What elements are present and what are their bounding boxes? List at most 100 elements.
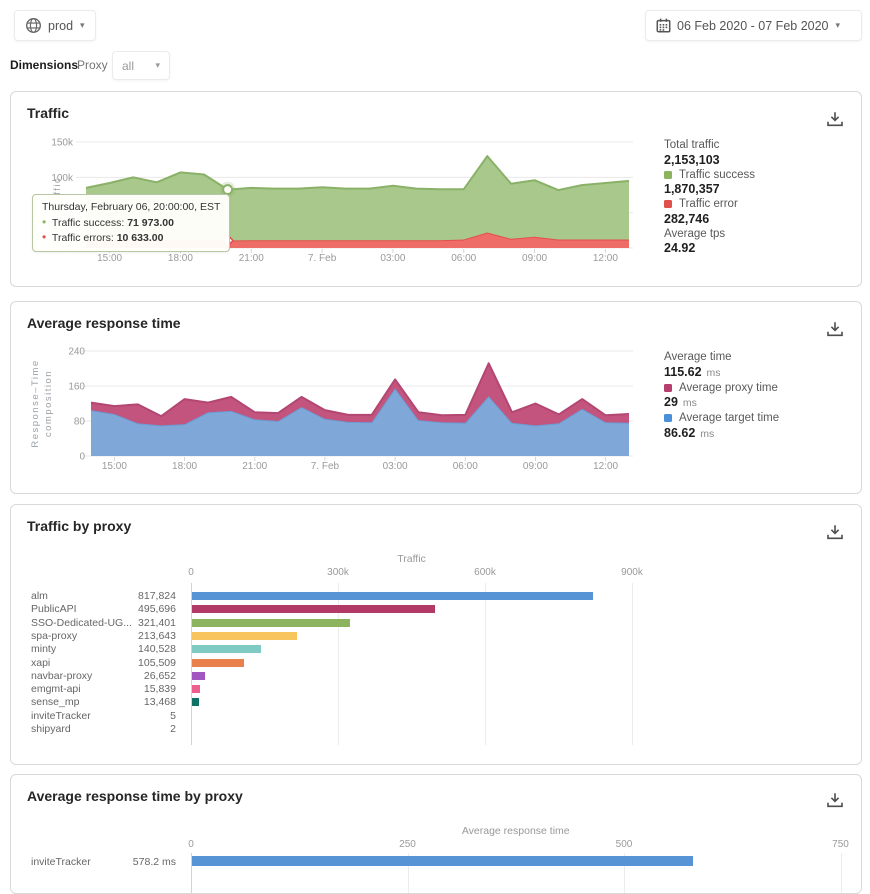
x-tick-label: 300k <box>327 567 349 578</box>
x-tick-label: 7. Feb <box>311 461 340 472</box>
row-value-minty: 140,528 <box>138 643 176 656</box>
tooltip-row: • Traffic errors: 10 633.00 <box>42 230 164 244</box>
x-tick-label: 06:00 <box>453 461 478 472</box>
x-tick-label: 18:00 <box>172 461 197 472</box>
row-value-spa-proxy: 213,643 <box>138 629 176 642</box>
proxy-filter-dropdown[interactable]: all ▾ <box>112 51 170 80</box>
response-by-proxy-card: Average response time by proxy Average r… <box>10 774 862 894</box>
bar-sso-dedicated-ug[interactable] <box>192 618 350 627</box>
row-label-emgmt-api: emgmt-api <box>31 683 81 696</box>
response-time-chart[interactable]: 240 160 80 0 15:00 18:00 21:00 7. Feb 03:00 06:00… <box>11 302 863 495</box>
download-button[interactable] <box>825 111 845 128</box>
env-selector[interactable]: prod ▾ <box>14 10 96 41</box>
date-range-picker[interactable]: 06 Feb 2020 - 07 Feb 2020 ▾ <box>645 10 862 41</box>
calendar-icon <box>656 18 671 33</box>
y-tick-label: 0 <box>79 452 85 463</box>
tooltip-row: • Traffic success: 71 973.00 <box>42 214 174 229</box>
x-tick-label: 09:00 <box>523 461 548 472</box>
row-value-emgmt-api: 15,839 <box>143 683 176 696</box>
row-label-invitetracker: inviteTracker <box>31 856 91 868</box>
hover-marker-circle <box>222 184 234 196</box>
x-axis-title: Average response time <box>461 825 570 837</box>
y-axis-title: composition <box>43 370 54 437</box>
y-tick-label: 100k <box>51 173 74 184</box>
x-tick-label: 250 <box>399 839 416 850</box>
card-title: Traffic by proxy <box>27 518 132 534</box>
x-tick-label: 12:00 <box>593 461 618 472</box>
row-value-invitetracker: 5 <box>170 709 176 722</box>
caret-down-icon: ▾ <box>80 20 85 30</box>
x-tick-label: 09:00 <box>522 253 547 264</box>
x-tick-label: 900k <box>621 567 643 578</box>
stat-label-traffic-error: Traffic error <box>664 197 856 212</box>
x-tick-label: 0 <box>188 567 194 578</box>
x-tick-label: 06:00 <box>451 253 476 264</box>
row-label-alm: alm <box>31 590 48 602</box>
traffic-by-proxy-card: Traffic by proxy Traffic 0 300k 600k 900k alm… <box>10 504 862 765</box>
stat-value-average-target-time: 86.62 ms <box>664 425 715 440</box>
row-label-sense-mp: sense_mp <box>31 696 80 709</box>
x-tick-label: 21:00 <box>239 253 264 264</box>
x-tick-label: 600k <box>474 567 496 578</box>
stat-value-total-traffic: 2,153,103 <box>664 152 720 167</box>
card-title: Average response time by proxy <box>27 788 243 804</box>
average-target-time-line <box>90 387 630 427</box>
download-icon <box>827 112 843 127</box>
stat-label-total-traffic: Total traffic <box>664 139 720 151</box>
env-label: prod <box>48 18 74 33</box>
proxy-filter-value: all <box>122 58 135 73</box>
bar-emgmt-api[interactable] <box>192 685 200 694</box>
download-button[interactable] <box>825 321 845 338</box>
y-tick-label: 160 <box>68 382 85 393</box>
row-value-alm: 817,824 <box>138 590 176 602</box>
bar-sense-mp[interactable] <box>192 698 199 707</box>
x-tick-label: 7. Feb <box>308 253 337 264</box>
stat-label-average-tps: Average tps <box>664 227 726 240</box>
bar-alm[interactable] <box>192 592 593 600</box>
x-tick-label: 0 <box>188 839 194 850</box>
stat-label-average-proxy-time: Average proxy time <box>664 381 856 396</box>
card-title: Average response time <box>27 315 181 331</box>
gridline <box>485 583 486 745</box>
download-button[interactable] <box>825 524 845 541</box>
download-icon <box>827 793 843 808</box>
gridline <box>338 583 339 745</box>
row-label-invitetracker: inviteTracker <box>31 709 91 722</box>
dimension-proxy-label: Proxy <box>77 58 108 72</box>
bar-navbar-proxy[interactable] <box>192 671 206 680</box>
bar-invitetracker[interactable] <box>192 856 693 866</box>
download-icon <box>827 322 843 337</box>
x-tick-label: 18:00 <box>168 253 193 264</box>
traffic-success-line <box>85 155 630 192</box>
row-value-shipyard: 2 <box>170 723 176 735</box>
row-value-invitetracker: 578.2 ms <box>132 856 176 868</box>
row-label-publicapi: PublicAPI <box>31 603 77 616</box>
row-value-navbar-proxy: 26,652 <box>143 669 176 682</box>
caret-down-icon: ▾ <box>155 60 160 70</box>
y-axis-title: Response–Time <box>30 359 41 447</box>
row-label-minty: minty <box>31 643 57 656</box>
stat-label-traffic-success: Traffic success <box>664 168 856 183</box>
legend-swatch <box>664 170 672 179</box>
x-tick-label: 750 <box>832 839 849 850</box>
row-label-spa-proxy: spa-proxy <box>31 629 78 642</box>
bar-spa-proxy[interactable] <box>192 631 297 640</box>
axis-line <box>191 583 192 745</box>
stat-label-average-time: Average time <box>664 351 732 363</box>
bar-minty[interactable] <box>192 645 261 654</box>
x-tick-label: 21:00 <box>242 461 267 472</box>
row-value-sso-dedicated-ug: 321,401 <box>138 616 176 629</box>
bar-xapi[interactable] <box>192 658 244 667</box>
y-tick-label: 240 <box>68 347 85 358</box>
unit-label: ms <box>682 397 697 409</box>
y-tick-label: 150k <box>51 138 74 149</box>
x-tick-label: 03:00 <box>383 461 408 472</box>
bar-publicapi[interactable] <box>192 605 435 614</box>
gridline <box>840 853 842 893</box>
response-time-card: 240 160 80 0 15:00 18:00 21:00 7. Feb 03:00 06:00… <box>10 301 862 494</box>
x-axis-title: Traffic <box>397 553 426 565</box>
legend-swatch <box>664 200 672 209</box>
chart-tooltip: Thursday, February 06, 20:00:00, EST • T… <box>32 194 231 252</box>
unit-label: ms <box>700 427 715 440</box>
download-button[interactable] <box>825 792 845 809</box>
